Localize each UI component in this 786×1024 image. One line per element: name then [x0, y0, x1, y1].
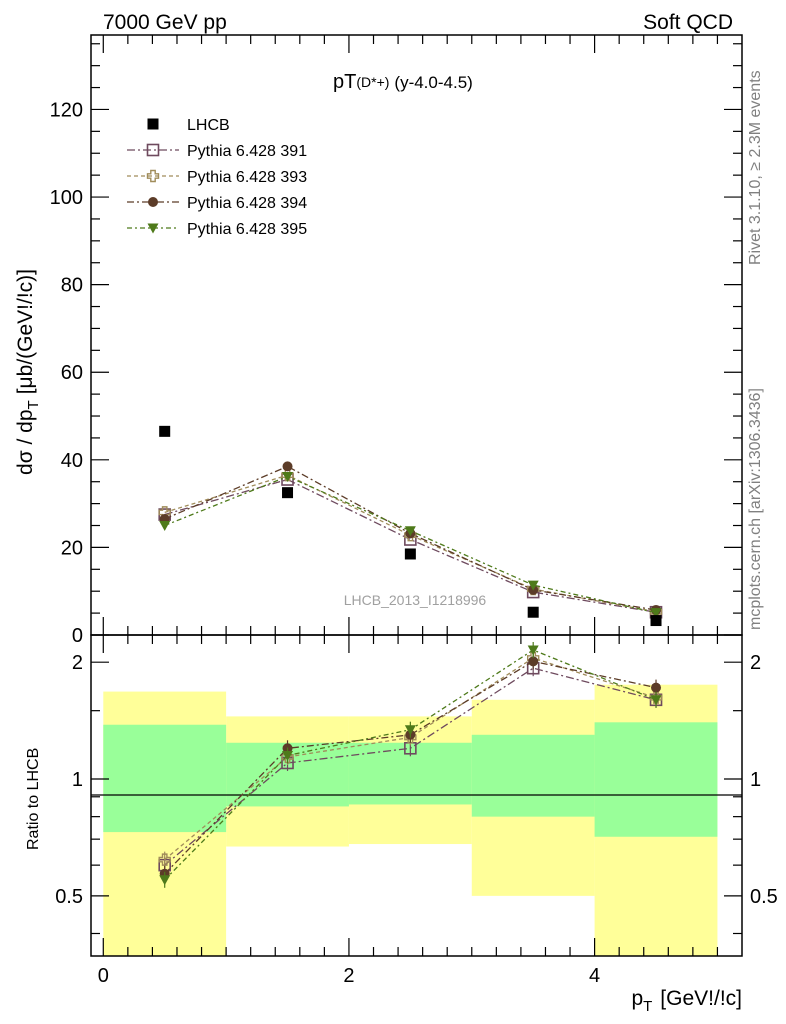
ratio-line-2 — [164, 660, 657, 875]
legend-marker-0 — [146, 143, 160, 157]
series-line-3 — [164, 475, 657, 614]
green-band-bin-4 — [594, 722, 718, 837]
main-series-group — [158, 425, 663, 627]
data-point-lhcb — [282, 487, 294, 499]
legend-label-2: Pythia 6.428 394 — [187, 195, 307, 212]
y-tick-label: 60 — [61, 362, 83, 384]
ratio-series-3-point — [527, 645, 539, 656]
x-tick-label: 0 — [98, 965, 109, 987]
x-tick-label: 2 — [343, 965, 354, 987]
series-3-point — [650, 608, 662, 619]
chart-title-range: (y-4.0-4.5) — [394, 73, 472, 92]
ratio-series-2-point — [528, 656, 539, 667]
ratio-tick-label-left: 1 — [72, 769, 83, 791]
y-axis-label-sub: T — [25, 400, 42, 409]
y-tick-label: 120 — [50, 99, 83, 121]
y-axis-label: dσ / dpT [μb/(GeV!/!c)] — [14, 269, 42, 475]
ratio-series-3-point — [404, 725, 416, 736]
rivet-version-label: Rivet 3.1.10, ≥ 2.3M events — [747, 70, 764, 265]
ratio-series-1-point — [158, 853, 171, 866]
series-3-point — [159, 521, 171, 532]
legend-marker-2 — [148, 197, 158, 207]
ratio-tick-label-left: 2 — [72, 652, 83, 674]
ratio-series-3-point — [159, 875, 171, 886]
legend-label-1: Pythia 6.428 393 — [187, 169, 307, 186]
series-line-1 — [164, 474, 657, 613]
legend-label-0: Pythia 6.428 391 — [187, 143, 307, 160]
x-axis-label-rest: [GeV!/!c] — [660, 987, 742, 1010]
legend-marker-1 — [146, 169, 160, 183]
chart-title: pT(D*+) (y-4.0-4.5) — [333, 71, 473, 93]
chart-title-sub: (D*+) — [356, 74, 389, 90]
y-tick-label: 80 — [61, 275, 83, 297]
ratio-tick-label-right: 2 — [750, 652, 761, 674]
ratio-uncertainty-bands — [103, 684, 718, 956]
ratio-series-3-point — [282, 750, 294, 761]
ratio-line-1 — [164, 657, 657, 861]
series-3-point — [404, 526, 416, 537]
x-axis-label: pT [GeV!/!c] — [631, 987, 742, 1015]
legend-marker-lhcb — [147, 118, 159, 130]
series-2-point — [282, 461, 293, 472]
chart-title-main: pT — [333, 71, 356, 93]
ratio-tick-label-right: 1 — [750, 769, 761, 791]
x-tick-label: 4 — [589, 965, 600, 987]
ratio-tick-label-right: 0.5 — [750, 886, 778, 908]
y-tick-label: 20 — [61, 537, 83, 559]
y-axis-label-post: [μb/(GeV!/!c)] — [14, 269, 37, 394]
data-point-lhcb — [404, 548, 416, 560]
mcplots-reference-label: mcplots.cern.ch [arXiv:1306.3436] — [747, 388, 764, 630]
ratio-series-3-point — [650, 695, 662, 706]
ratio-tick-label-left: 0.5 — [55, 886, 83, 908]
y-tick-label: 40 — [61, 450, 83, 472]
ratio-series-group — [158, 641, 663, 888]
legend-label-3: Pythia 6.428 395 — [187, 221, 307, 238]
green-band-bin-3 — [471, 734, 595, 817]
data-point-lhcb — [527, 606, 539, 618]
y-tick-label: 100 — [50, 187, 83, 209]
header-right-label: Soft QCD — [643, 11, 733, 34]
x-axis-label-sub: T — [643, 998, 652, 1015]
header-left-label: 7000 GeV pp — [103, 11, 227, 34]
ratio-y-axis-label: Ratio to LHCB — [25, 748, 42, 850]
analysis-id-label: LHCB_2013_I1218996 — [344, 592, 487, 608]
green-band-bin-0 — [103, 724, 227, 833]
legend-label-lhcb: LHCB — [187, 117, 230, 134]
y-tick-label: 0 — [72, 625, 83, 647]
series-line-0 — [164, 478, 657, 613]
y-axis-label-pre: dσ / dp — [14, 409, 37, 475]
x-axis-label-base: p — [631, 987, 643, 1010]
series-3-point — [282, 471, 294, 482]
legend: LHCB Pythia 6.428 391 Pythia 6.428 393 Pyth… — [127, 117, 307, 238]
series-3-point — [527, 580, 539, 591]
data-point-lhcb — [650, 615, 662, 627]
data-point-lhcb — [159, 425, 171, 437]
ratio-series-2-point — [651, 682, 662, 693]
legend-marker-3 — [147, 223, 159, 234]
